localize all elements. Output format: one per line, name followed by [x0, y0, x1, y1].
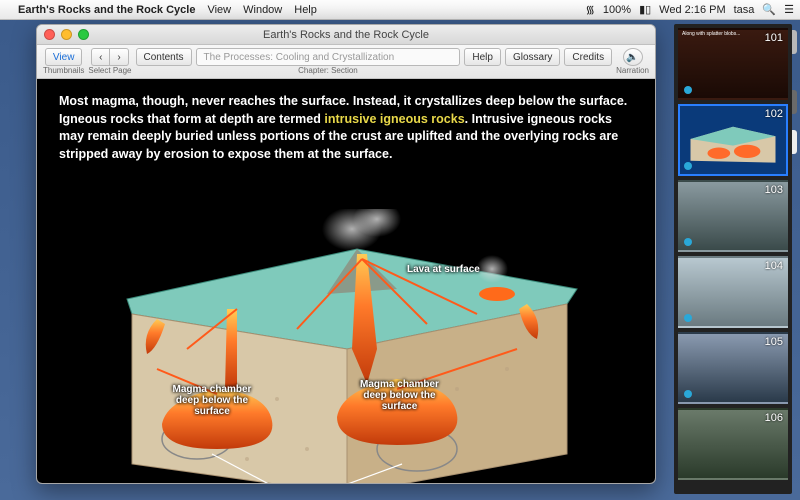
audio-dot-icon: [684, 238, 692, 246]
thumb-103[interactable]: 103: [678, 180, 788, 252]
user-name[interactable]: tasa: [734, 4, 755, 16]
thumb-101[interactable]: Along with splatter blobs... 101: [678, 28, 788, 100]
thumb-104[interactable]: 104: [678, 256, 788, 328]
audio-dot-icon: [684, 162, 692, 170]
spotlight-icon[interactable]: 🔍: [762, 3, 776, 16]
close-icon[interactable]: [44, 29, 55, 40]
menu-view[interactable]: View: [207, 4, 231, 16]
geology-diagram: Lava at surface Magma chamber deep below…: [97, 209, 597, 483]
back-button[interactable]: ‹: [91, 48, 109, 66]
thumb-105[interactable]: 105: [678, 332, 788, 404]
menu-help[interactable]: Help: [294, 4, 317, 16]
notifications-icon[interactable]: ☰: [784, 3, 794, 16]
wifi-percent: 100%: [603, 4, 631, 16]
view-button[interactable]: View: [45, 48, 83, 66]
window-titlebar[interactable]: Earth's Rocks and the Rock Cycle: [37, 25, 655, 45]
menu-window[interactable]: Window: [243, 4, 282, 16]
thumb-102[interactable]: 102: [678, 104, 788, 176]
window-title: Earth's Rocks and the Rock Cycle: [263, 29, 429, 41]
toolbar: View Thumbnails ‹ › Select Page Contents…: [37, 45, 655, 79]
chapter-sublabel: Chapter: Section: [298, 66, 358, 75]
label-chamber-left: Magma chamber deep below the surface: [167, 384, 257, 417]
wifi-icon[interactable]: ᯾: [586, 2, 595, 17]
thumbnail-strip[interactable]: Along with splatter blobs... 101 102 103…: [674, 24, 792, 494]
slide-content: Most magma, though, never reaches the su…: [37, 79, 655, 483]
help-button[interactable]: Help: [464, 48, 501, 66]
audio-dot-icon: [684, 86, 692, 94]
blank-sublabel: [162, 66, 164, 75]
app-window: Earth's Rocks and the Rock Cycle View Th…: [36, 24, 656, 484]
audio-dot-icon: [684, 314, 692, 322]
narration-sublabel: Narration: [616, 66, 649, 75]
audio-dot-icon: [684, 390, 692, 398]
glossary-button[interactable]: Glossary: [505, 48, 560, 66]
view-sublabel: Thumbnails: [43, 66, 84, 75]
forward-button[interactable]: ›: [109, 48, 128, 66]
contents-button[interactable]: Contents: [136, 48, 192, 66]
clock[interactable]: Wed 2:16 PM: [659, 4, 725, 16]
credits-button[interactable]: Credits: [564, 48, 612, 66]
body-text: Most magma, though, never reaches the su…: [59, 93, 633, 163]
app-menu[interactable]: Earth's Rocks and the Rock Cycle: [18, 4, 195, 16]
label-chamber-right: Magma chamber deep below the surface: [352, 379, 447, 412]
battery-icon[interactable]: ▮▯: [639, 3, 651, 16]
minimize-icon[interactable]: [61, 29, 72, 40]
thumb-106[interactable]: 106: [678, 408, 788, 480]
mac-menubar: Earth's Rocks and the Rock Cycle View Wi…: [0, 0, 800, 20]
zoom-icon[interactable]: [78, 29, 89, 40]
narration-icon[interactable]: 🔈: [623, 48, 643, 66]
chapter-field[interactable]: The Processes: Cooling and Crystallizati…: [196, 48, 461, 66]
label-lava: Lava at surface: [407, 264, 480, 275]
nav-sublabel: Select Page: [88, 66, 131, 75]
